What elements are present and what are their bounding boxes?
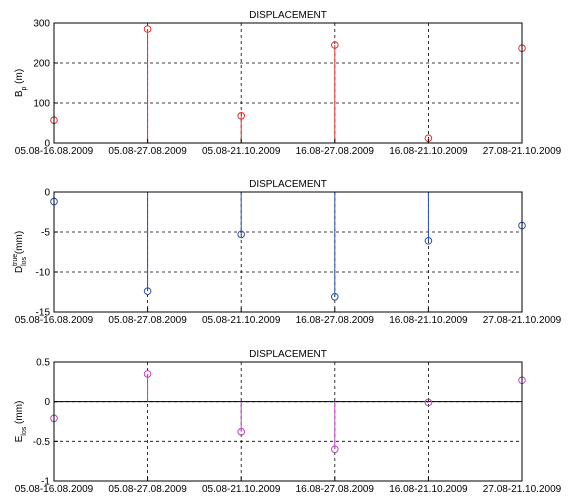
stem-marker — [237, 112, 245, 120]
y-tick-label: 0 — [44, 397, 50, 408]
x-tick-label: 16.08-27.08.2009 — [296, 146, 375, 157]
subplot-3: -1 -0.5 0 0.5 05.08-16.08.2009 05.08-27.08.20… — [14, 349, 562, 495]
stem-marker — [237, 230, 245, 239]
x-tick-label: 16.08-27.08.2009 — [296, 484, 375, 495]
y-axis-label: Bp (m) — [14, 69, 28, 97]
stem-marker — [424, 398, 433, 407]
y-label-unit: (mm) — [14, 401, 25, 427]
x-tick-label: 27.08-21.10.2009 — [483, 484, 562, 495]
y-label-main: B — [14, 90, 25, 97]
stem-marker — [331, 41, 339, 49]
y-tick-label: 200 — [33, 59, 50, 70]
stem-marker — [237, 428, 245, 436]
stem-marker — [143, 287, 152, 296]
x-tick-label: 16.08-27.08.2009 — [296, 315, 375, 326]
x-tick-label: 05.08-16.08.2009 — [15, 146, 94, 157]
x-tick-label: 16.08-21.10.2009 — [389, 146, 468, 157]
chart-title: DISPLACEMENT — [249, 349, 327, 360]
stem-marker — [143, 25, 152, 33]
y-tick-label: 100 — [33, 99, 50, 110]
x-tick-label: 05.08-27.08.2009 — [108, 484, 187, 495]
chart-title: DISPLACEMENT — [249, 179, 327, 190]
y-tick-label: -5 — [41, 228, 50, 239]
x-tick-label: 16.08-21.10.2009 — [389, 484, 468, 495]
y-tick-label: -15 — [36, 308, 51, 319]
stem-marker — [424, 237, 433, 245]
chart-title: DISPLACEMENT — [249, 10, 327, 21]
x-tick-label: 27.08-21.10.2009 — [483, 315, 562, 326]
stem-marker — [331, 445, 339, 454]
subplot-1: 0 100 200 300 05.08-16.08.2009 05.08-27.08.20… — [14, 10, 562, 157]
y-label-sup: true — [12, 254, 19, 266]
x-tick-label: 05.08-16.08.2009 — [15, 315, 94, 326]
axes-frame — [53, 22, 523, 144]
y-tick-label: -0.5 — [33, 437, 51, 448]
y-label-main: D — [14, 266, 25, 273]
axes-frame — [53, 361, 523, 482]
y-label-unit: (mm) — [14, 231, 25, 257]
x-tick-label: 05.08-27.08.2009 — [108, 315, 187, 326]
y-label-sub: p — [21, 87, 28, 91]
x-tick-label: 16.08-21.10.2009 — [389, 315, 468, 326]
y-label-sub: los — [21, 426, 28, 435]
y-tick-label: 300 — [33, 19, 50, 30]
x-tick-label: 05.08-21.10.2009 — [202, 146, 281, 157]
x-tick-label: 05.08-21.10.2009 — [202, 484, 281, 495]
y-axis-label: Elos (mm) — [14, 401, 28, 443]
y-tick-label: 0 — [44, 188, 50, 199]
axes-frame — [53, 191, 523, 313]
plot-area — [54, 192, 522, 312]
plot-area — [54, 23, 522, 143]
x-tick-label: 05.08-21.10.2009 — [202, 315, 281, 326]
y-tick-label: 0 — [44, 139, 50, 150]
stem-marker — [331, 293, 339, 301]
y-label-unit: (m) — [14, 69, 25, 87]
x-tick-label: 05.08-27.08.2009 — [108, 146, 187, 157]
plot-area — [54, 362, 522, 481]
y-axis-label: Dtrue los (mm) — [12, 231, 28, 273]
y-tick-label: -10 — [36, 268, 51, 279]
subplot-2: -15 -10 -5 0 05.08-16.08.2009 05.08-27.08.200… — [12, 179, 562, 326]
y-tick-label: 0.5 — [36, 358, 50, 369]
y-label-sub: los — [21, 256, 28, 265]
stem-marker — [143, 370, 152, 378]
y-label-main: E — [14, 435, 25, 442]
x-tick-label: 27.08-21.10.2009 — [483, 146, 562, 157]
y-tick-label: -1 — [41, 477, 50, 488]
x-tick-label: 05.08-16.08.2009 — [15, 484, 94, 495]
